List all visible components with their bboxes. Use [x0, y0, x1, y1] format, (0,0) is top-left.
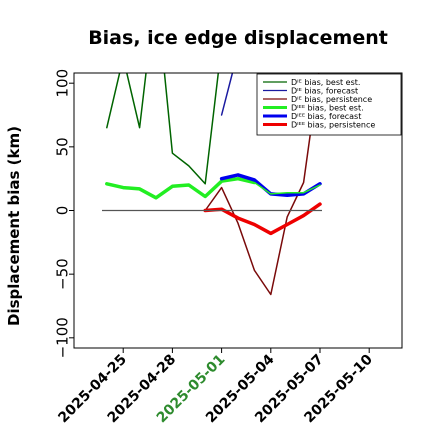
- series-line-4: [105, 176, 257, 200]
- legend-label: Dᴵᴱᴱ bias, best est.: [291, 104, 364, 113]
- legend-label: Dᴵᴱᴱ bias, persistence: [291, 121, 375, 130]
- series-line-7: [253, 181, 321, 195]
- legend-label: Dᴵᴱᴱ bias, forecast: [291, 112, 361, 121]
- y-tick-label: 50: [54, 137, 72, 156]
- series-line-3: [204, 73, 320, 296]
- series-line-6: [203, 202, 322, 236]
- chart-title: Bias, ice edge displacement: [88, 27, 388, 49]
- y-tick-label: −100: [54, 317, 72, 358]
- legend-label: Dᴵᴱ bias, persistence: [291, 95, 372, 104]
- y-tick-label: 100: [54, 69, 72, 98]
- legend-label: Dᴵᴱ bias, forecast: [291, 87, 358, 96]
- series-line-2: [220, 73, 234, 116]
- series-line-1: [106, 73, 220, 185]
- legend-label: Dᴵᴱ bias, best est.: [291, 78, 360, 87]
- legend: Dᴵᴱ bias, best est.Dᴵᴱ bias, forecastDᴵᴱ…: [256, 73, 402, 136]
- y-axis-label: Displacement bias (km): [5, 126, 23, 326]
- y-tick-label: −50: [54, 258, 72, 290]
- y-tick-label: 0: [54, 206, 72, 216]
